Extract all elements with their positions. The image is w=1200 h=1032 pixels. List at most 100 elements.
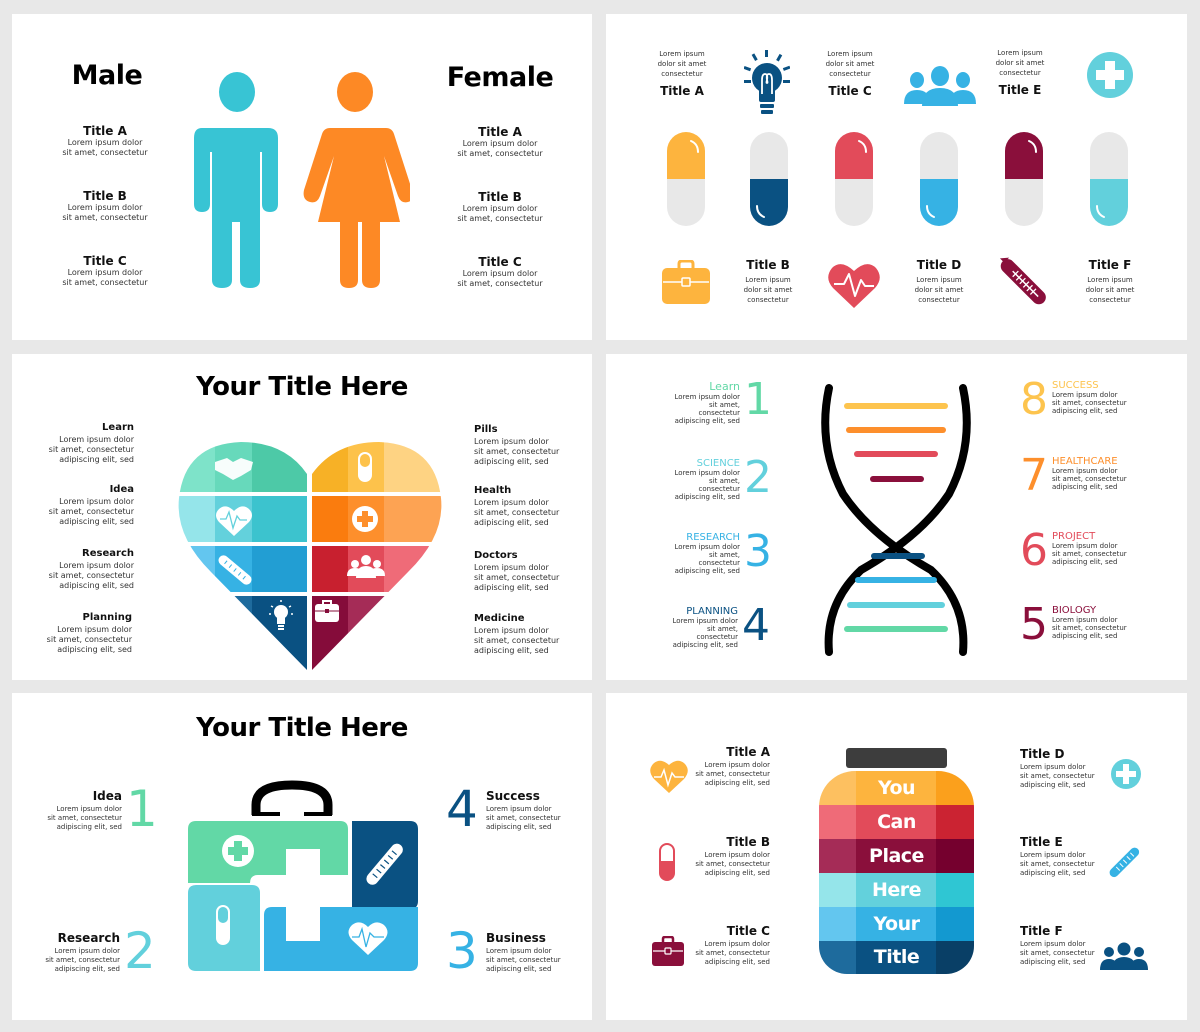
item-desc-1: Lorem ipsum dolor — [474, 563, 549, 572]
item-desc-3: adipiscing elit, sed — [474, 518, 549, 527]
item-desc-1: Lorem ipsum dolor — [1052, 467, 1118, 475]
slide-medical-kit[interactable]: Your Title Here Idea Lorem ipsum dolor s… — [12, 693, 592, 1020]
heartbeat-icon — [348, 922, 388, 955]
slide-jar[interactable]: Title A Lorem ipsum dolor sit amet, cons… — [606, 693, 1187, 1020]
pill-icon — [659, 843, 675, 881]
item-desc-3: adipiscing elit, sed — [1020, 958, 1086, 966]
item-desc-2: sit amet, consectetur — [1020, 772, 1095, 780]
item-title: Title F — [1088, 258, 1132, 272]
item-desc-3: adipiscing elit, sed — [1052, 407, 1118, 415]
item-desc-1: Lorem ipsum dolor — [672, 617, 738, 625]
lightbulb-icon — [269, 600, 293, 630]
slide-male-female[interactable]: Male Female Title A Lorem ipsum dolor si… — [12, 14, 592, 340]
item-desc-3: adipiscing elit, sed — [1020, 781, 1086, 789]
slide-pills-grid[interactable]: Lorem ipsum dolor sit amet consectetur T… — [606, 14, 1187, 340]
item-desc-2: dolor sit amet — [743, 286, 793, 294]
male-heading: Male — [71, 60, 143, 91]
item-desc-3: adipiscing elit, sed — [57, 645, 132, 654]
item-title: Title C — [83, 254, 127, 268]
female-heading: Female — [446, 62, 554, 93]
item-title: Title B — [478, 190, 522, 204]
item-desc-1: Lorem ipsum dolor — [59, 497, 134, 506]
item-title: Learn — [102, 422, 134, 433]
medical-cross-icon — [352, 506, 378, 532]
item-desc-2: sit amet, consectetur — [46, 635, 132, 644]
item-desc-1: Lorem ipsum dolor — [704, 761, 770, 769]
item-desc-2: sit amet, consectetur — [474, 447, 560, 456]
item-desc-1: Lorem ipsum dolor — [486, 805, 552, 813]
jar-item-f: Title F Lorem ipsum dolor sit amet, cons… — [1020, 924, 1110, 967]
pill-icon — [358, 452, 372, 482]
item-title: Title D — [1020, 747, 1065, 761]
item-title: Title B — [726, 835, 770, 849]
item-desc-1: Lorem ipsum — [916, 276, 962, 284]
item-desc-3: consectetur — [747, 296, 789, 304]
item-desc-3: adipiscing elit, sed — [1020, 869, 1086, 877]
item-desc-2: sit amet, consectetur — [695, 770, 770, 778]
lightbulb-icon — [744, 50, 790, 114]
briefcase-icon — [652, 936, 684, 966]
step-number: 1 — [744, 374, 772, 425]
male-item-c: Title C Lorem ipsum dolor sit amet, cons… — [54, 254, 156, 288]
item-desc-1: Lorem ipsum dolor — [54, 947, 120, 955]
top-item-e: Lorem ipsum dolor sit amet consectetur T… — [980, 48, 1060, 97]
step-number: 8 — [1020, 374, 1048, 425]
item-desc-2: sit amet, consectetur — [48, 507, 134, 516]
item-title: Health — [474, 485, 512, 496]
step-number: 7 — [1020, 450, 1048, 501]
item-title: Business — [486, 931, 546, 945]
item-desc-2: sit amet, consectetur — [457, 214, 543, 223]
item-desc-2: sit amet, consectetur — [698, 401, 740, 417]
step-number: 3 — [446, 922, 478, 980]
item-desc-1: Lorem ipsum dolor — [59, 561, 134, 570]
item-title: Title B — [83, 189, 127, 203]
item-desc-2: sit amet, consectetur — [45, 956, 120, 964]
medical-cross-icon — [1111, 759, 1141, 789]
slide-title: Your Title Here — [196, 372, 408, 402]
item-desc-2: dolor sit amet — [657, 60, 707, 68]
item-desc-1: Lorem ipsum dolor — [67, 138, 143, 147]
step-number: 4 — [742, 600, 770, 651]
jar-word-2: Can — [877, 811, 916, 833]
jar-lid — [846, 748, 947, 768]
briefcase-icon — [315, 600, 339, 622]
item-title: PLANNING — [686, 606, 738, 617]
left-item-research: Research Lorem ipsum dolor sit amet, con… — [42, 548, 134, 591]
item-desc-2: dolor sit amet — [995, 59, 1045, 67]
jar-item-c: Title C Lorem ipsum dolor sit amet, cons… — [686, 924, 770, 967]
right-item-medicine: Medicine Lorem ipsum dolor sit amet, con… — [474, 613, 574, 656]
jar-item-d: Title D Lorem ipsum dolor sit amet, cons… — [1020, 747, 1110, 790]
item-desc-3: adipiscing elit, sed — [59, 455, 134, 464]
item-desc-1: Lorem ipsum dolor — [1052, 616, 1118, 624]
item-desc-2: sit amet, consectetur — [48, 571, 134, 580]
item-desc-1: Lorem ipsum dolor — [674, 543, 740, 551]
item-desc-2: sit amet, consectetur — [695, 860, 770, 868]
male-item-a: Title A Lorem ipsum dolor sit amet, cons… — [54, 124, 156, 158]
left-item-idea: Idea Lorem ipsum dolor sit amet, consect… — [42, 484, 134, 527]
item-desc-1: Lorem ipsum — [659, 50, 705, 58]
item-title: RESEARCH — [686, 532, 740, 543]
item-desc-1: Lorem ipsum — [745, 276, 791, 284]
item-title: Idea — [109, 484, 134, 495]
item-desc-2: sit amet, consectetur — [62, 278, 148, 287]
item-desc-3: adipiscing elit, sed — [474, 646, 549, 655]
item-desc-2: dolor sit amet — [914, 286, 964, 294]
slide-dna[interactable]: Learn Lorem ipsum dolor sit amet, consec… — [606, 354, 1187, 680]
item-title: SCIENCE — [696, 458, 740, 469]
item-desc-2: sit amet, consectetur — [1052, 624, 1127, 632]
item-title: Medicine — [474, 613, 525, 624]
male-figure-icon — [194, 72, 278, 288]
item-title: HEALTHCARE — [1052, 456, 1118, 467]
slide-heart[interactable]: Your Title Here Learn Lorem ipsum dolor … — [12, 354, 592, 680]
people-icon — [1100, 942, 1148, 970]
item-desc-1: Lorem ipsum dolor — [474, 498, 549, 507]
item-desc-3: adipiscing elit, sed — [1052, 632, 1118, 640]
item-desc-2: sit amet, consectetur — [696, 625, 738, 641]
jar-word-5: Your — [873, 913, 920, 935]
item-title: Research — [82, 548, 134, 559]
medical-cross-icon — [1087, 52, 1133, 98]
item-desc-2: sit amet, consectetur — [48, 445, 134, 454]
step-number: 5 — [1020, 599, 1048, 650]
bottom-item-d: Title D Lorem ipsum dolor sit amet conse… — [899, 258, 979, 305]
item-title: Doctors — [474, 550, 518, 561]
